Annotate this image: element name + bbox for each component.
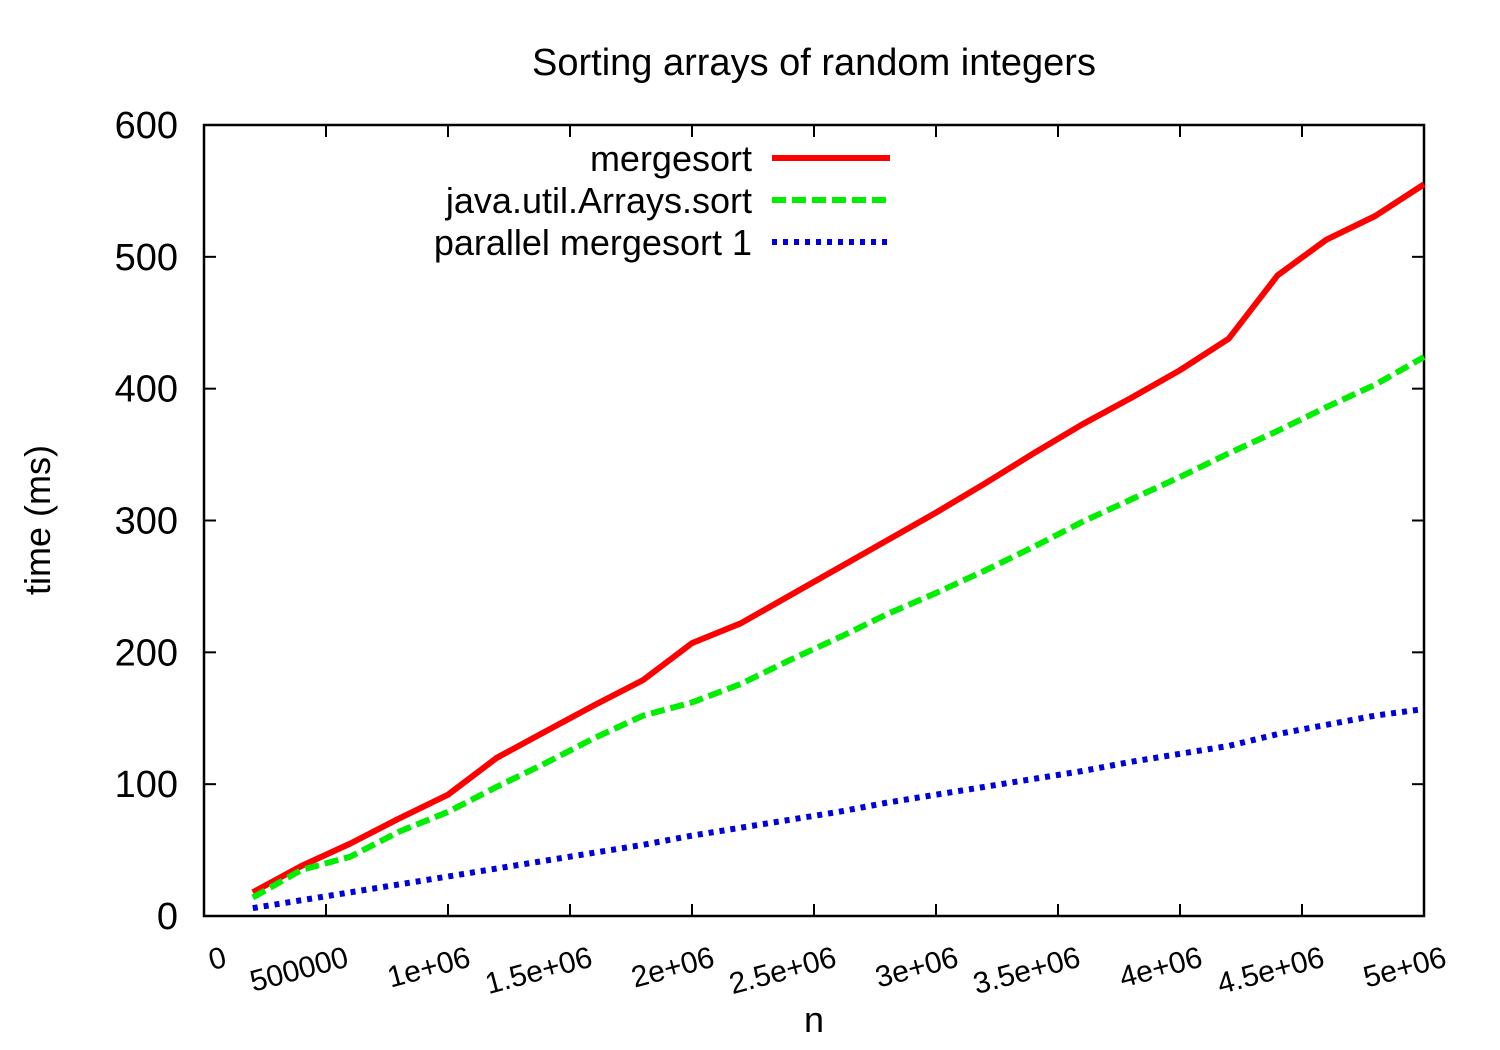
x-tick-label: 2.5e+06: [726, 941, 840, 1001]
plot-frame: [202, 123, 1426, 918]
series-line-0: [251, 181, 1426, 895]
x-tick-label: 1e+06: [384, 941, 474, 995]
x-axis-label: n: [804, 999, 824, 1040]
legend-label: mergesort: [590, 138, 752, 179]
plot-area: [202, 123, 1426, 918]
y-tick-label: 400: [115, 369, 178, 411]
series-layer: [251, 181, 1426, 912]
x-tick-label: 4.5e+06: [1214, 941, 1328, 1001]
legend-label: parallel mergesort 1: [434, 222, 752, 263]
y-tick-label: 300: [115, 501, 178, 543]
legend-label: java.util.Arrays.sort: [445, 180, 752, 221]
x-tick-label: 5e+06: [1360, 941, 1450, 995]
y-axis-label: time (ms): [17, 445, 58, 595]
y-axis: 0 100 200 300 400 500 600: [115, 105, 1424, 938]
y-tick-label: 500: [115, 237, 178, 279]
x-tick-label: 1.5e+06: [482, 941, 596, 1001]
x-tick-label: 3.5e+06: [970, 941, 1084, 1001]
y-tick-label: 200: [115, 632, 178, 674]
x-tick-label: 0: [205, 941, 230, 977]
x-tick-label: 500000: [247, 941, 352, 999]
y-tick-label: 600: [115, 105, 178, 147]
x-tick-label: 2e+06: [628, 941, 718, 995]
chart-title: Sorting arrays of random integers: [532, 42, 1096, 84]
series-line-1: [251, 354, 1426, 901]
x-tick-label: 3e+06: [872, 941, 962, 995]
x-tick-label: 4e+06: [1116, 941, 1206, 995]
y-tick-label: 0: [157, 896, 178, 938]
y-tick-label: 100: [115, 764, 178, 806]
